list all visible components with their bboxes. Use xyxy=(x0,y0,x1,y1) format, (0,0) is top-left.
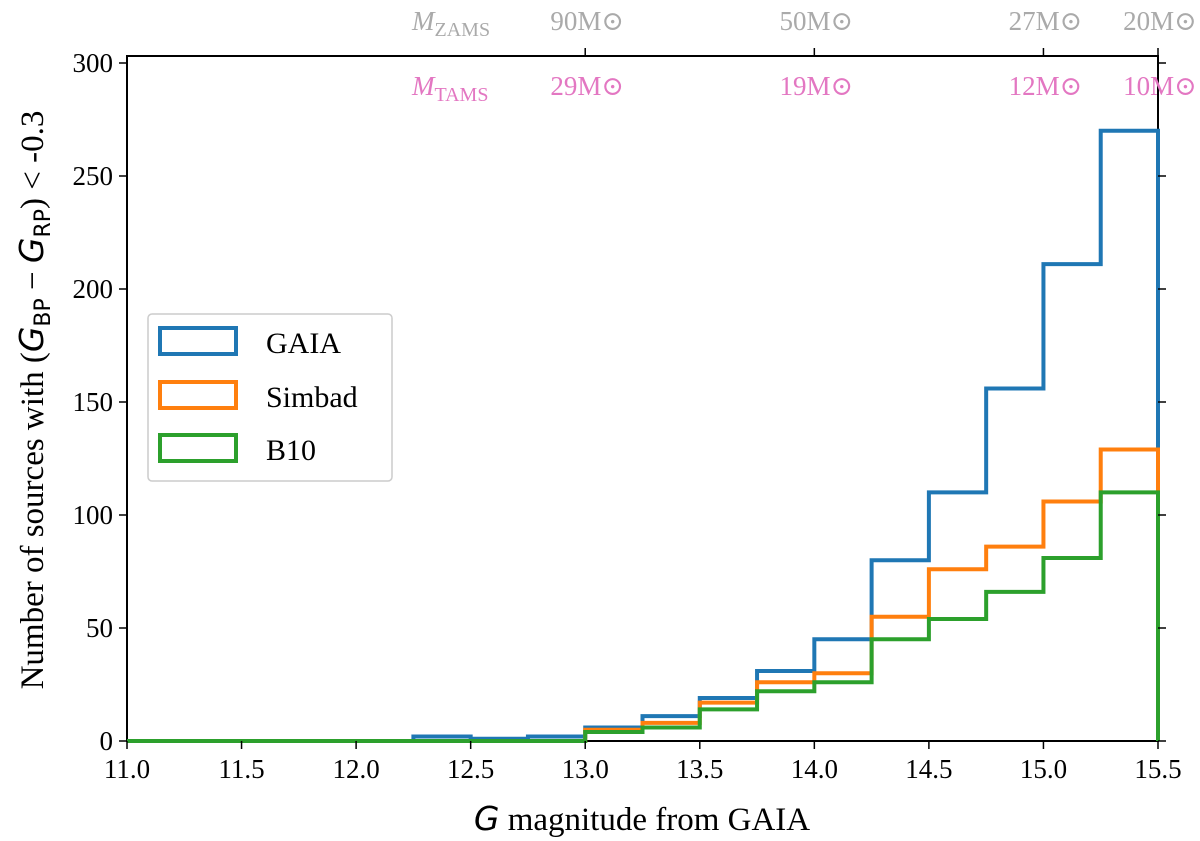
zams-mass-label: 90M⊙ xyxy=(550,6,624,36)
x-axis-title-var: G xyxy=(474,799,500,838)
legend-label-b10: B10 xyxy=(266,434,316,467)
y-title-suffix: ) < -0.3 xyxy=(15,111,51,209)
y-tick-label: 150 xyxy=(73,387,114,417)
tams-mass-label: 29M⊙ xyxy=(550,71,624,101)
zams-sub: ZAMS xyxy=(435,19,491,41)
x-tick-label: 15.5 xyxy=(1134,754,1181,784)
zams-m: M xyxy=(411,6,436,36)
x-axis-title: G magnitude from GAIA xyxy=(474,799,810,838)
top-mass-axis: 90M⊙ 29M⊙ 50M⊙ 19M⊙ 27M⊙ 12M⊙ 20M⊙ 10M⊙ xyxy=(550,6,1196,101)
series-layer xyxy=(127,128,1160,743)
y-title-g2: G xyxy=(12,238,51,264)
x-axis-title-text: magnitude from GAIA xyxy=(499,802,810,838)
x-tick-label: 15.0 xyxy=(1020,754,1067,784)
zams-mass-label: 27M⊙ xyxy=(1009,6,1083,36)
tams-mass-label: 19M⊙ xyxy=(780,71,854,101)
x-tick-label: 11.0 xyxy=(104,754,150,784)
x-tick-label: 14.0 xyxy=(791,754,838,784)
y-tick-label: 100 xyxy=(73,500,114,530)
y-tick-label: 200 xyxy=(73,274,114,304)
zams-mass-label: 20M⊙ xyxy=(1123,6,1197,36)
y-title-g1: G xyxy=(12,327,51,353)
tams-m: M xyxy=(411,71,436,101)
zams-row-title: MZAMS xyxy=(411,6,490,41)
tams-row-title: MTAMS xyxy=(411,71,488,106)
x-axis-ticks: 11.0 11.5 12.0 12.5 13.0 13.5 14.0 14.5 15.0 15.5 xyxy=(104,741,1182,784)
y-axis-title: Number of sources with (GBP − GRP) < -0.… xyxy=(12,111,56,690)
y-axis-ticks: 0 50 100 150 200 250 300 xyxy=(73,48,1166,756)
series-b10-step-line xyxy=(127,490,1160,743)
tams-mass-label: 12M⊙ xyxy=(1009,71,1083,101)
legend-label-simbad: Simbad xyxy=(266,381,358,414)
legend-swatch-b10 xyxy=(158,433,238,463)
y-title-sub1: BP xyxy=(31,298,56,326)
legend-swatch-simbad xyxy=(158,380,238,410)
legend-label-gaia: GAIA xyxy=(266,327,341,360)
x-tick-label: 14.5 xyxy=(905,754,952,784)
x-tick-label: 12.5 xyxy=(447,754,494,784)
legend-swatch-gaia xyxy=(158,326,238,356)
y-tick-label: 50 xyxy=(86,613,113,643)
x-tick-label: 13.5 xyxy=(676,754,723,784)
x-tick-label: 12.0 xyxy=(332,754,379,784)
tams-sub: TAMS xyxy=(435,84,489,106)
y-title-prefix: Number of sources with ( xyxy=(15,352,51,689)
tams-mass-label: 10M⊙ xyxy=(1123,71,1197,101)
legend: GAIA Simbad B10 xyxy=(147,313,393,482)
y-title-minus: − xyxy=(15,263,51,298)
zams-mass-label: 50M⊙ xyxy=(780,6,854,36)
x-tick-label: 11.5 xyxy=(218,754,264,784)
x-tick-label: 13.0 xyxy=(562,754,609,784)
y-title-sub2: RP xyxy=(31,209,56,238)
y-tick-label: 250 xyxy=(73,161,114,191)
series-simbad-step-line xyxy=(127,447,1160,743)
y-tick-label: 0 xyxy=(100,726,114,756)
y-tick-label: 300 xyxy=(73,48,114,78)
